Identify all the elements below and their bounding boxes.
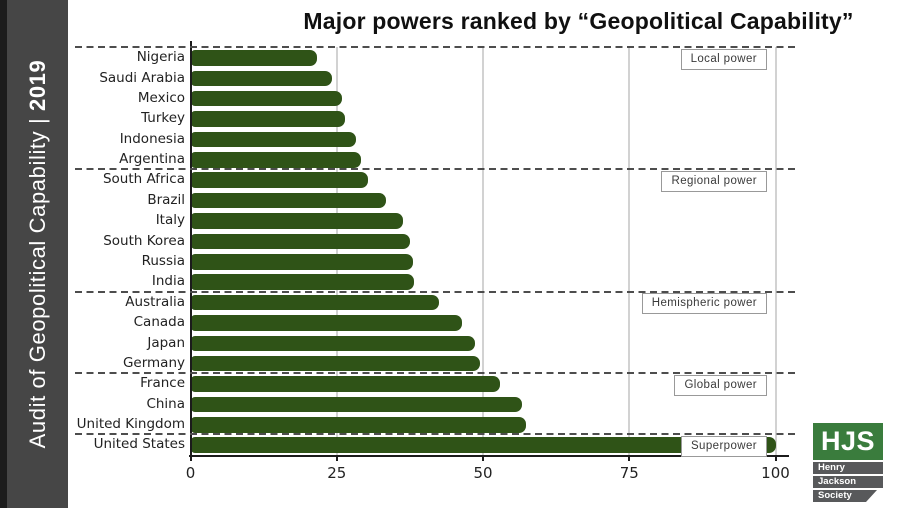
bar xyxy=(191,172,368,188)
bar xyxy=(191,335,476,352)
bar xyxy=(191,70,332,87)
group-separator-line xyxy=(75,168,797,171)
x-tick-label-100: 100 xyxy=(761,464,790,482)
category-box: Global power xyxy=(674,374,767,396)
gridline-100 xyxy=(774,47,777,455)
left-banner-edge-strip xyxy=(0,0,7,508)
bar xyxy=(191,90,342,107)
country-label: South Africa xyxy=(102,171,185,188)
country-label: Indonesia xyxy=(119,130,185,147)
bar xyxy=(191,111,345,127)
bar xyxy=(191,233,410,250)
bar xyxy=(191,396,522,413)
bar xyxy=(191,254,413,270)
chart-title: Major powers ranked by “Geopolitical Cap… xyxy=(303,8,854,34)
bar xyxy=(191,131,356,148)
x-axis-tick-25 xyxy=(335,457,338,461)
group-separator-line xyxy=(75,372,797,375)
country-label: Russia xyxy=(141,253,185,269)
x-axis-tick-0 xyxy=(189,457,192,461)
gridline-25 xyxy=(335,47,338,455)
bar xyxy=(191,315,463,331)
bar xyxy=(191,437,776,453)
bar xyxy=(191,50,318,66)
category-box: Hemispheric power xyxy=(641,293,767,315)
group-separator-line xyxy=(75,290,797,293)
country-label: United Kingdom xyxy=(76,416,185,433)
country-label: Australia xyxy=(125,293,185,310)
country-label: Italy xyxy=(155,212,185,229)
country-label: United States xyxy=(93,436,185,453)
hjs-logo-line-henry: Henry xyxy=(813,462,883,474)
bar xyxy=(191,294,440,311)
hjs-logo: HJS Henry Jackson Society xyxy=(813,423,883,502)
x-tick-label-0: 0 xyxy=(185,464,196,482)
x-tick-label-25: 25 xyxy=(327,464,347,482)
x-axis-tick-100 xyxy=(774,457,777,461)
group-separator-line xyxy=(75,46,797,49)
category-box: Regional power xyxy=(661,170,767,192)
country-label: Turkey xyxy=(141,110,185,127)
gridline-50 xyxy=(482,47,484,455)
country-label: Saudi Arabia xyxy=(99,69,185,86)
category-box: Local power xyxy=(680,48,767,70)
country-label: Nigeria xyxy=(136,49,185,66)
bar xyxy=(191,417,526,433)
country-label: Japan xyxy=(147,334,185,351)
x-tick-label-75: 75 xyxy=(619,464,639,482)
hjs-logo-mark: HJS xyxy=(813,423,883,460)
bar xyxy=(191,213,403,229)
country-label: Mexico xyxy=(137,89,185,106)
country-label: India xyxy=(151,273,185,290)
country-label: South Korea xyxy=(103,232,185,249)
category-box: Superpower xyxy=(680,435,767,457)
bar xyxy=(191,274,414,290)
hjs-logo-line-society: Society xyxy=(813,490,877,502)
country-label: France xyxy=(140,375,185,392)
bar xyxy=(191,192,386,209)
gridline-75 xyxy=(628,47,631,455)
country-label: Argentina xyxy=(119,151,185,168)
x-axis-line xyxy=(189,455,789,457)
country-label: China xyxy=(146,395,185,412)
bar xyxy=(191,152,361,168)
hjs-logo-line-jackson: Jackson xyxy=(813,476,883,488)
group-separator-line xyxy=(75,433,797,436)
country-label: Brazil xyxy=(147,191,185,208)
country-label: Canada xyxy=(133,314,185,331)
bar xyxy=(191,355,480,372)
x-axis-tick-75 xyxy=(628,457,631,461)
bar xyxy=(191,376,500,392)
x-axis-tick-50 xyxy=(482,457,484,461)
y-axis-spine xyxy=(189,41,192,455)
x-tick-label-50: 50 xyxy=(473,464,493,482)
country-label: Germany xyxy=(122,354,185,371)
left-banner xyxy=(0,0,68,508)
